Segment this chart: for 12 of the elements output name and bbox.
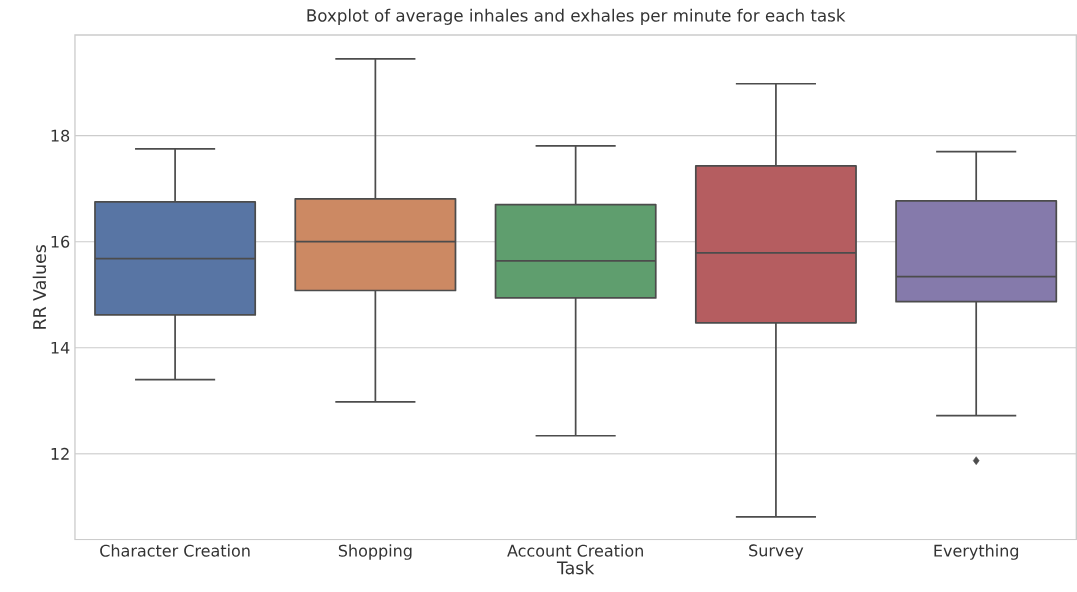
y-tick-label: 12 xyxy=(51,448,69,460)
x-axis-title: Task xyxy=(556,561,595,575)
y-tick-label: 16 xyxy=(51,235,70,248)
x-tick-label: Character Creation xyxy=(100,544,250,557)
y-tick-label: 14 xyxy=(51,342,70,354)
x-tick-label: Survey xyxy=(749,544,804,560)
chart-title: Boxplot of average inhales and exhales per minute for each task xyxy=(307,9,846,26)
x-tick-label: Shopping xyxy=(338,544,412,561)
y-tick-label: 18 xyxy=(51,129,70,142)
x-tick-label: Account Creation xyxy=(507,544,643,557)
y-axis-title: RR Values xyxy=(32,245,47,329)
x-tick-label: Everything xyxy=(934,544,1019,561)
